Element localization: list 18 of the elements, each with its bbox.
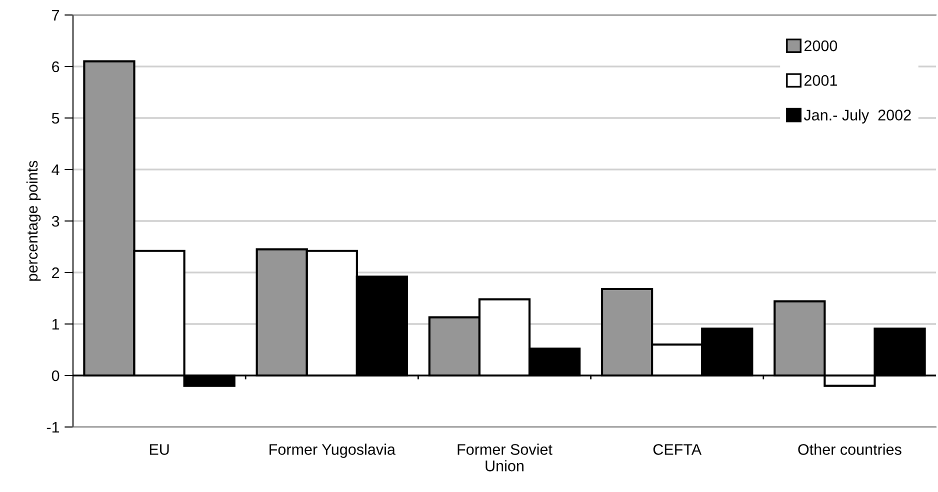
y-tick-label: 4 <box>52 164 60 176</box>
y-tick-label: 1 <box>52 319 60 330</box>
y-tick-label: -1 <box>46 422 60 433</box>
x-tick-label: EU <box>150 444 169 455</box>
x-tick-label: Former Yugoslavia <box>270 444 396 458</box>
y-tick-label: 6 <box>52 61 60 72</box>
x-tick-label: Other countries <box>798 444 902 455</box>
y-tick-label: 3 <box>52 216 60 227</box>
legend-label: Jan.- July 2002 <box>804 109 911 124</box>
x-tick-label: CEFTA <box>653 444 702 455</box>
y-axis-title: percentage points <box>26 160 41 281</box>
y-tick-label: 7 <box>52 10 60 21</box>
y-tick-label: 5 <box>52 113 60 124</box>
y-tick-label: 0 <box>52 370 60 382</box>
x-tick-label: Former Soviet Union <box>458 444 552 472</box>
legend-label: 2000 <box>804 40 838 52</box>
y-tick-label: 2 <box>52 267 60 278</box>
legend-label: 2001 <box>804 75 837 86</box>
